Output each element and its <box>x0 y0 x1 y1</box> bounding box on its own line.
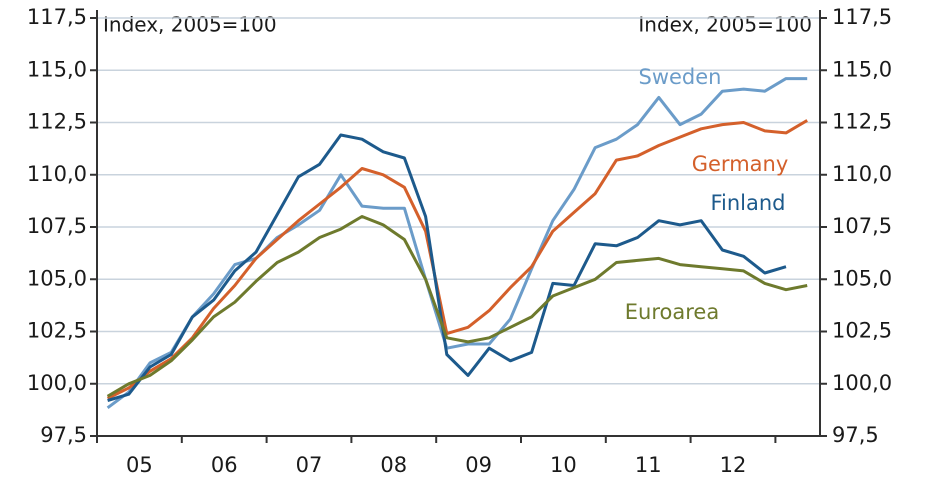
y2-tick-label: 110,0 <box>832 162 892 186</box>
y2-tick-label: 107,5 <box>832 214 892 238</box>
y-tick-label: 117,5 <box>27 5 87 29</box>
y2-tick-label: 97,5 <box>832 423 879 447</box>
series-label: Finland <box>710 191 785 215</box>
series-line <box>106 77 808 410</box>
y-tick-label: 97,5 <box>40 423 87 447</box>
y2-tick-label: 117,5 <box>832 5 892 29</box>
y-tick-label: 105,0 <box>27 266 87 290</box>
y-axis-label: Index, 2005=100 <box>103 13 277 37</box>
y2-tick-label: 112,5 <box>832 110 892 134</box>
x-tick-label: 09 <box>465 453 492 477</box>
x-tick-label: 12 <box>720 453 747 477</box>
y2-tick-label: 100,0 <box>832 371 892 395</box>
series-label: Germany <box>692 152 789 176</box>
y-tick-label: 112,5 <box>27 110 87 134</box>
y-tick-label: 115,0 <box>27 57 87 81</box>
x-tick-label: 06 <box>211 453 238 477</box>
series-label: Euroarea <box>625 300 719 324</box>
x-tick-label: 11 <box>635 453 662 477</box>
series-line <box>107 133 787 402</box>
x-tick-label: 07 <box>296 453 323 477</box>
x-tick-label: 05 <box>126 453 153 477</box>
y2-axis-label: Index, 2005=100 <box>638 13 812 37</box>
x-tick-label: 10 <box>550 453 577 477</box>
y-tick-label: 110,0 <box>27 162 87 186</box>
y-tick-label: 107,5 <box>27 214 87 238</box>
y2-tick-label: 105,0 <box>832 266 892 290</box>
series-line <box>106 119 808 400</box>
series-line <box>106 215 808 398</box>
y-tick-label: 102,5 <box>27 319 87 343</box>
x-tick-label: 08 <box>380 453 407 477</box>
y2-tick-label: 115,0 <box>832 57 892 81</box>
y2-tick-label: 102,5 <box>832 319 892 343</box>
series-label: Sweden <box>639 65 722 89</box>
y-tick-label: 100,0 <box>27 371 87 395</box>
